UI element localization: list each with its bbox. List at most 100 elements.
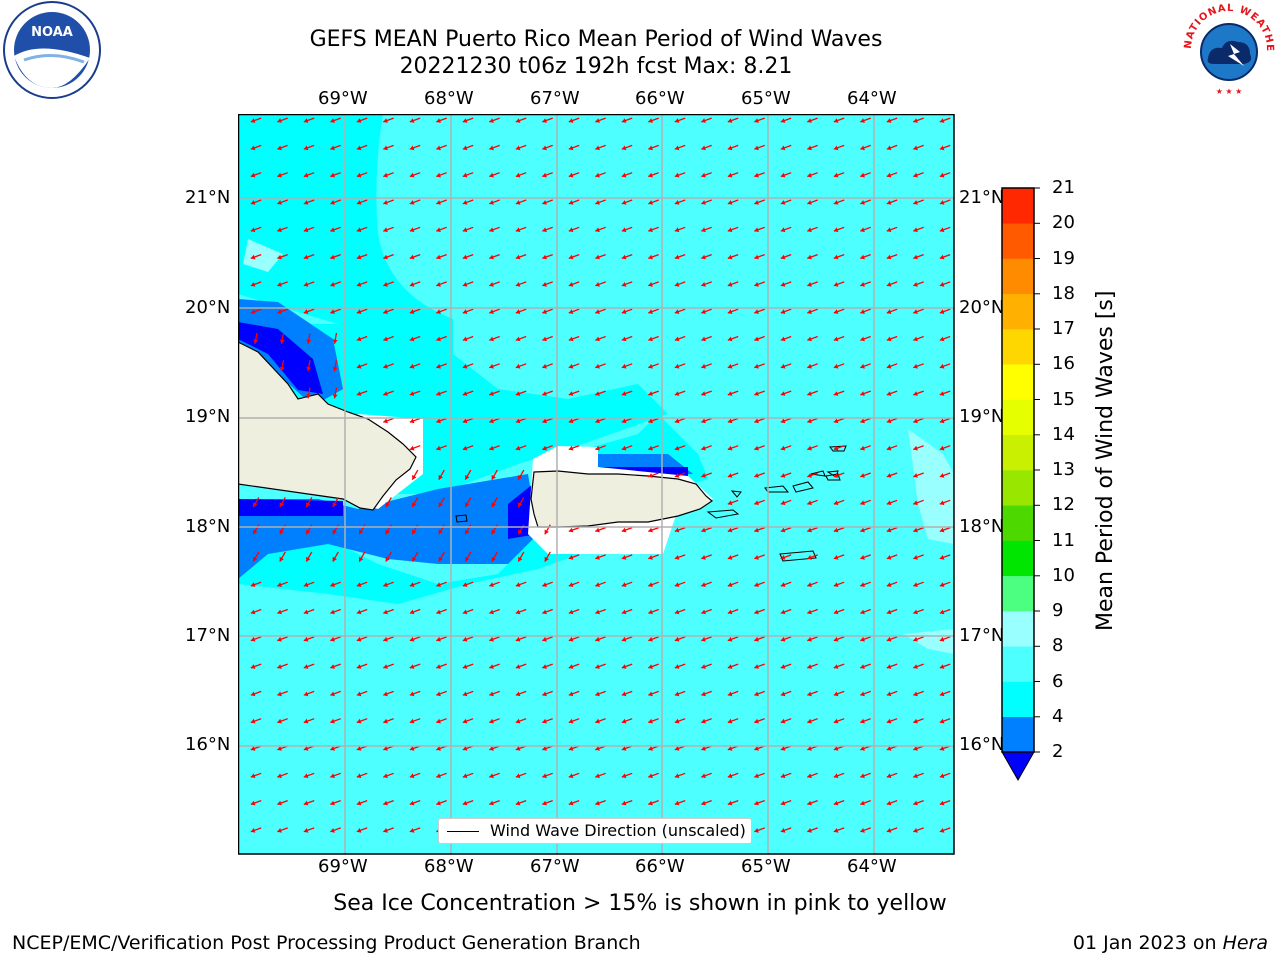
wind-arrow-head [489, 391, 494, 396]
wind-arrow-head [780, 718, 786, 724]
wind-arrow-head [648, 145, 653, 151]
wind-arrow-head [701, 445, 706, 451]
colorbar-label: Mean Period of Wind Waves [s] [1093, 290, 1118, 631]
wind-arrow-head [886, 800, 892, 806]
wind-arrow-head [860, 227, 865, 233]
wind-arrow-head [568, 636, 574, 642]
wind-arrow-head [412, 474, 417, 480]
wind-arrow-head [833, 800, 839, 806]
colorbar-tick-label: 6 [1052, 670, 1064, 692]
wind-arrow-head [383, 636, 388, 642]
wind-arrow-head [409, 718, 415, 724]
wind-arrow-head [939, 282, 945, 287]
wind-arrow-head [621, 336, 627, 342]
wind-arrow-head [674, 200, 680, 205]
wind-arrow-head [860, 746, 865, 751]
wind-arrow-head [754, 445, 759, 451]
wind-arrow-head [383, 145, 388, 151]
wind-arrow-head [754, 118, 759, 123]
wind-arrow-head [409, 773, 415, 779]
wind-arrow-head [277, 828, 282, 833]
wind-arrow-head [648, 336, 653, 342]
wind-arrow-head [754, 718, 759, 724]
wind-arrow-head [807, 500, 812, 506]
wind-arrow-head [807, 718, 812, 724]
wind-arrow-head [436, 691, 441, 697]
wind-arrow-head [754, 145, 759, 151]
wind-arrow-head [436, 336, 441, 342]
wind-arrow-head [332, 556, 337, 562]
wind-arrow-head [860, 473, 865, 478]
wind-arrow-head [277, 200, 282, 205]
lat-label-right-16: 16°N [959, 734, 1005, 755]
wind-arrow-head [727, 391, 733, 396]
wind-arrow-head [595, 309, 600, 314]
wind-arrow-head [807, 227, 812, 233]
wind-arrow-head [306, 556, 311, 562]
wind-arrow-head [385, 502, 390, 507]
wind-arrow-head [780, 609, 786, 615]
wind-arrow-head [568, 363, 574, 369]
wind-arrow-head [727, 691, 733, 697]
wind-arrow-head [674, 773, 680, 779]
wind-arrow-head [515, 118, 521, 123]
wind-arrow-head [515, 418, 521, 424]
wind-arrow-head [886, 227, 892, 233]
wind-arrow-head [807, 118, 812, 123]
wind-arrow-head [860, 118, 865, 123]
wind-arrow-head [436, 391, 441, 396]
colorbar-tick-label: 2 [1052, 741, 1064, 762]
wind-arrow-head [462, 418, 468, 424]
wind-arrow-head [727, 555, 733, 560]
wind-arrow-head [860, 582, 865, 587]
map-title: GEFS MEAN Puerto Rico Mean Period of Win… [309, 27, 883, 52]
lat-label-left-18: 18°N [185, 516, 231, 537]
wind-arrow-head [701, 718, 706, 724]
lat-label-left-19: 19°N [185, 406, 231, 427]
wind-arrow-head [277, 609, 282, 615]
wind-arrow-head [409, 636, 415, 642]
wind-arrow-head [727, 418, 733, 424]
wind-arrow-head [436, 418, 441, 424]
wind-arrow-head [621, 718, 627, 724]
wind-arrow-head [913, 773, 918, 779]
wind-arrow-head [939, 118, 945, 123]
wind-arrow-head [807, 172, 812, 178]
wind-arrow-head [436, 118, 441, 123]
wind-arrow-head [701, 746, 706, 751]
wind-arrow-head [542, 363, 547, 369]
wind-arrow-head [438, 529, 443, 535]
wind-arrow-head [860, 609, 865, 615]
wind-arrow-head [833, 555, 839, 560]
wind-arrow-head [385, 529, 390, 535]
wind-arrow-head [886, 636, 892, 642]
wind-arrow-head [568, 527, 574, 533]
wind-arrow-head [674, 636, 680, 642]
wind-arrow-head [595, 118, 600, 123]
wind-arrow-head [279, 556, 284, 562]
wind-arrow-head [356, 800, 362, 806]
wind-arrow-head [595, 664, 600, 669]
wind-arrow-head [542, 254, 547, 260]
lat-label-right-17: 17°N [959, 625, 1005, 646]
wind-arrow-head [303, 227, 309, 233]
wind-arrow-head [306, 394, 312, 399]
wind-arrow-head [754, 527, 759, 533]
wave-period-map [238, 114, 955, 855]
wind-arrow-head [436, 227, 441, 233]
wind-arrow-head [754, 500, 759, 506]
wind-arrow-head [409, 800, 415, 806]
wind-arrow-head [860, 282, 865, 287]
wind-arrow-head [277, 582, 282, 587]
wind-arrow-head [383, 691, 388, 697]
wind-arrow-head [515, 282, 521, 287]
wind-arrow-head [807, 418, 812, 424]
wind-arrow-head [621, 636, 627, 642]
wind-arrow-head [489, 746, 494, 751]
wind-arrow-head [913, 691, 918, 697]
colorbar-tick-label: 14 [1052, 423, 1075, 445]
wind-arrow-head [250, 282, 256, 287]
wind-arrow-head [754, 773, 759, 779]
wind-arrow-head [303, 582, 309, 587]
wind-arrow-head [356, 309, 362, 314]
